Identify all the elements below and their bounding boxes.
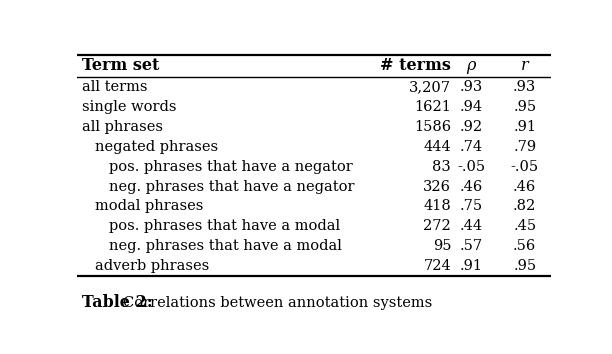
Text: -.05: -.05 (457, 160, 485, 174)
Text: # terms: # terms (380, 57, 451, 74)
Text: pos. phrases that have a negator: pos. phrases that have a negator (109, 160, 353, 174)
Text: .91: .91 (513, 120, 536, 134)
Text: .92: .92 (460, 120, 483, 134)
Text: 724: 724 (424, 259, 451, 273)
Text: 95: 95 (433, 239, 451, 253)
Text: single words: single words (82, 100, 177, 114)
Text: all terms: all terms (82, 80, 147, 94)
Text: neg. phrases that have a negator: neg. phrases that have a negator (109, 179, 354, 194)
Text: .95: .95 (513, 259, 536, 273)
Text: .46: .46 (513, 179, 536, 194)
Text: .94: .94 (460, 100, 483, 114)
Text: all phrases: all phrases (82, 120, 163, 134)
Text: .74: .74 (460, 140, 483, 154)
Text: 1586: 1586 (414, 120, 451, 134)
Text: .56: .56 (513, 239, 536, 253)
Text: Table 2:: Table 2: (82, 294, 153, 311)
Text: .79: .79 (513, 140, 536, 154)
Text: ρ: ρ (466, 57, 476, 74)
Text: adverb phrases: adverb phrases (95, 259, 210, 273)
Text: .75: .75 (460, 199, 483, 213)
Text: .95: .95 (513, 100, 536, 114)
Text: 3,207: 3,207 (409, 80, 451, 94)
Text: .93: .93 (513, 80, 536, 94)
Text: neg. phrases that have a modal: neg. phrases that have a modal (109, 239, 341, 253)
Text: 272: 272 (424, 219, 451, 233)
Text: negated phrases: negated phrases (95, 140, 218, 154)
Text: 83: 83 (433, 160, 451, 174)
Text: Term set: Term set (82, 57, 160, 74)
Text: .44: .44 (460, 219, 483, 233)
Text: .93: .93 (460, 80, 483, 94)
Text: .45: .45 (513, 219, 536, 233)
Text: pos. phrases that have a modal: pos. phrases that have a modal (109, 219, 340, 233)
Text: .57: .57 (460, 239, 483, 253)
Text: Correlations between annotation systems: Correlations between annotation systems (122, 296, 431, 310)
Text: 326: 326 (423, 179, 451, 194)
Text: .82: .82 (513, 199, 536, 213)
Text: -.05: -.05 (510, 160, 539, 174)
Text: 1621: 1621 (414, 100, 451, 114)
Text: 444: 444 (424, 140, 451, 154)
Text: 418: 418 (424, 199, 451, 213)
Text: .91: .91 (460, 259, 483, 273)
Text: .46: .46 (460, 179, 483, 194)
Text: modal phrases: modal phrases (95, 199, 204, 213)
Text: r: r (521, 57, 529, 74)
